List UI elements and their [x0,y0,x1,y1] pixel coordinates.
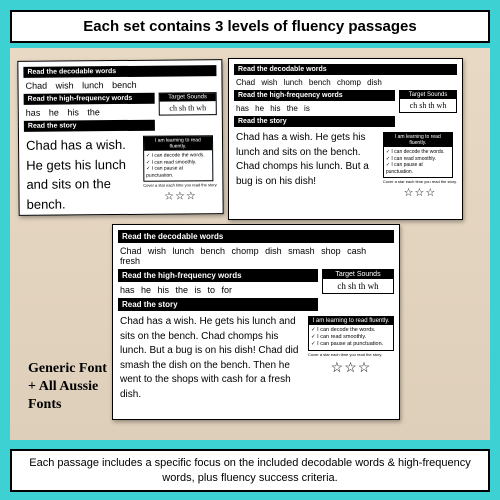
target-body: ch sh th wh [323,279,393,293]
criteria-item: I can pause at punctuation. [386,162,450,175]
target-head: Target Sounds [323,270,393,279]
hfw-words: has he his the is to for [118,284,318,296]
learn-body: I can decode the words. I can read smoot… [384,147,452,177]
target-sounds-box: Target Sounds ch sh th wh [322,269,394,294]
hfw-header: Read the high-frequency words [24,93,155,105]
fluency-card-level-1: Read the decodable words Chad wish lunch… [17,59,223,216]
star-icons: ☆☆☆ [383,186,457,199]
story-header: Read the story [118,298,318,311]
side-label-line: Generic Font [28,360,107,378]
stars-note: Cover a star each time you read the stor… [308,352,394,357]
decodable-header: Read the decodable words [234,64,457,75]
learn-head: I am learning to read fluently. [309,317,393,325]
stars-note: Cover a star each time you read the stor… [143,182,217,188]
hfw-words: has he his the is [234,103,395,114]
fluency-card-level-3: Read the decodable words Chad wish lunch… [112,224,400,420]
target-body: ch sh th wh [160,101,216,114]
learning-box: I am learning to read fluently. I can de… [143,135,213,182]
decodable-header: Read the decodable words [118,230,394,243]
top-banner: Each set contains 3 levels of fluency pa… [10,10,490,43]
learn-body: I can decode the words. I can read smoot… [309,325,393,350]
target-body: ch sh th wh [400,99,456,112]
fluency-card-level-2: Read the decodable words Chad wish lunch… [228,58,463,220]
decodable-words: Chad wish lunch bench [23,78,216,92]
side-label-line: Fonts [28,396,107,414]
target-head: Target Sounds [400,91,456,99]
criteria-item: I can decode the words. [386,149,450,156]
target-sounds-box: Target Sounds ch sh th wh [159,92,217,116]
criteria-item: I can read smoothly. [311,334,391,341]
bottom-banner: Each passage includes a specific focus o… [10,449,490,492]
side-label-line: + All Aussie [28,378,107,396]
learning-box: I am learning to read fluently. I can de… [383,132,453,178]
story-text: Chad has a wish. He gets his lunch and s… [118,313,304,404]
story-text: Chad has a wish. He gets his lunch and s… [24,133,140,216]
criteria-item: I can pause at punctuation. [146,165,210,179]
decodable-words: Chad wish lunch bench chomp dish [234,77,457,88]
hfw-words: has he his the [24,106,155,119]
hfw-header: Read the high-frequency words [234,90,395,101]
target-sounds-box: Target Sounds ch sh th wh [399,90,457,113]
story-header: Read the story [234,116,395,127]
stars-note: Cover a star each time you read the stor… [383,179,457,184]
star-icons: ☆☆☆ [143,189,217,203]
story-text: Chad has a wish. He gets his lunch and s… [234,129,379,191]
hfw-header: Read the high-frequency words [118,269,318,282]
learning-box: I am learning to read fluently. I can de… [308,316,394,351]
decodable-words: Chad wish lunch bench chomp dish smash s… [118,245,394,267]
side-label: Generic Font + All Aussie Fonts [28,360,107,415]
story-header: Read the story [24,120,155,132]
learn-head: I am learning to read fluently. [144,136,212,151]
criteria-item: I can decode the words. [146,152,210,159]
learn-head: I am learning to read fluently. [384,133,452,147]
criteria-item: I can decode the words. [311,327,391,334]
star-icons: ☆☆☆ [308,359,394,376]
learn-body: I can decode the words. I can read smoot… [144,150,212,181]
decodable-header: Read the decodable words [23,65,216,78]
criteria-item: I can pause at punctuation. [311,341,391,348]
wood-panel: Read the decodable words Chad wish lunch… [10,48,490,440]
